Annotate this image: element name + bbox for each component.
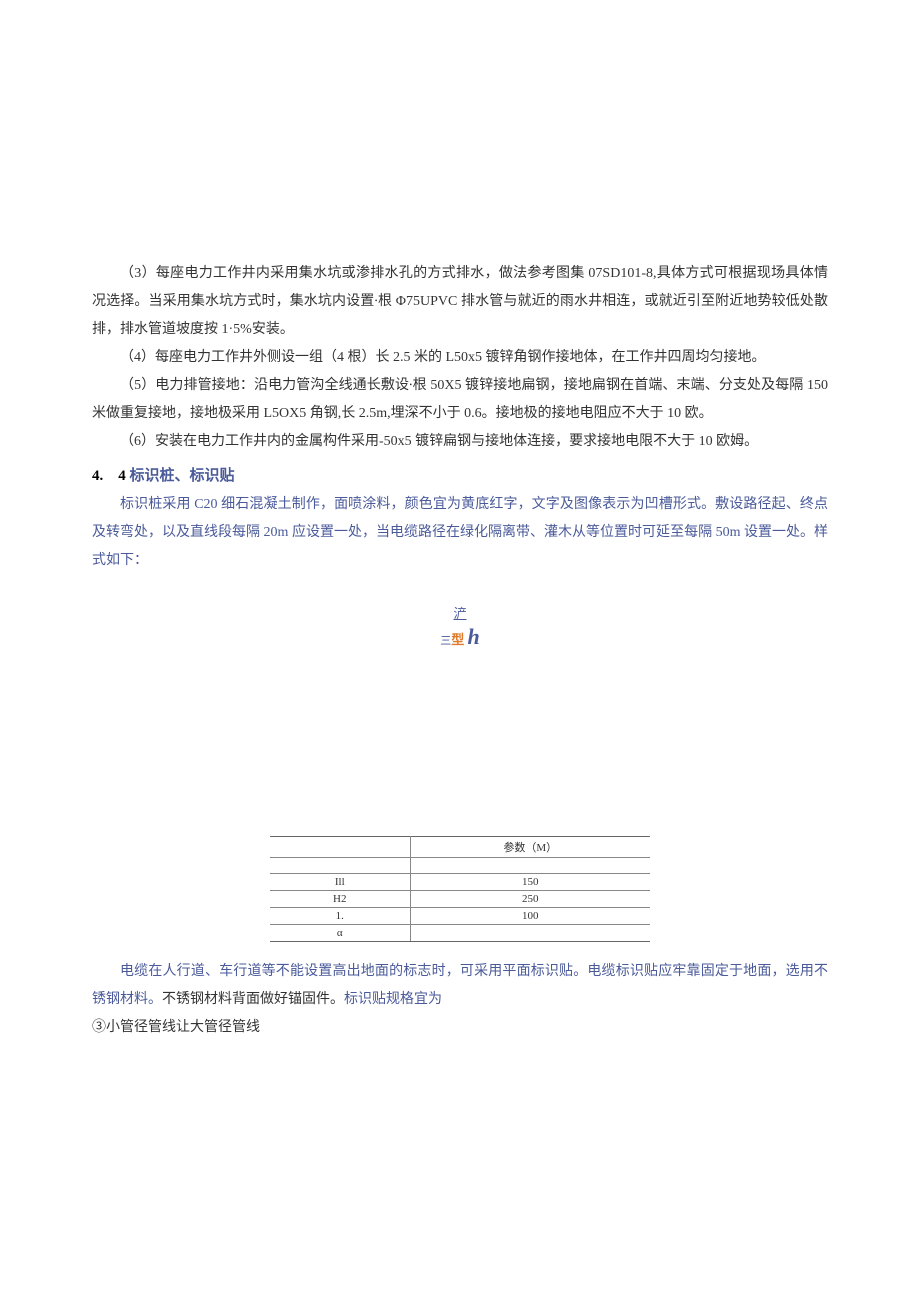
cell-label: Ill (270, 874, 410, 891)
paragraph-6: （6）安装在电力工作井内的金属构件采用-50x5 镀锌扁钢与接地体连接，要求接地… (92, 428, 828, 456)
section-title-text: 标识桩、标识贴 (130, 468, 235, 484)
table-row: Ill 150 (270, 874, 650, 891)
cell-label: α (270, 925, 410, 942)
blue-paragraph-1: 标识桩采用 C20 细石混凝土制作，面喷涂料，颜色宜为黄底红字，文字及图像表示为… (92, 491, 828, 575)
figure-spacer (92, 666, 828, 836)
figure-marker-diagram: 浐 三型 h (92, 603, 828, 650)
circled-item-3: ③小管径管线让大管径管线 (92, 1014, 828, 1042)
figure-top-char: 浐 (92, 603, 828, 622)
cell-value (410, 858, 650, 874)
table-row (270, 858, 650, 874)
cell-value (410, 925, 650, 942)
table-row: α (270, 925, 650, 942)
parameter-table: 参数（M） Ill 150 H2 250 1. 100 α (270, 836, 650, 942)
section-heading-4-4: 4. 4 标识桩、标识贴 (92, 464, 828, 485)
cell-label: H2 (270, 891, 410, 908)
paragraph-3: （3）每座电力工作井内采用集水坑或渗排水孔的方式排水，做法参考图集 07SD10… (92, 260, 828, 344)
cell-value: 100 (410, 908, 650, 925)
header-cell-value: 参数（M） (410, 837, 650, 858)
blue-span-c: 标识贴规格宜为 (344, 992, 442, 1007)
cell-label (270, 858, 410, 874)
table-row: 1. 100 (270, 908, 650, 925)
cell-value: 150 (410, 874, 650, 891)
header-cell-label (270, 837, 410, 858)
table-row: H2 250 (270, 891, 650, 908)
figure-bottom-line: 三型 h (92, 624, 828, 650)
figure-san: 三 (440, 635, 451, 647)
paragraph-4: （4）每座电力工作井外侧设一组（4 根）长 2.5 米的 L50x5 镀锌角钢作… (92, 344, 828, 372)
cell-value: 250 (410, 891, 650, 908)
cell-label: 1. (270, 908, 410, 925)
section-number: 4. 4 (92, 468, 126, 484)
paragraph-5: （5）电力排管接地：沿电力管沟全线通长敷设∙根 50X5 镀锌接地扁钢，接地扁钢… (92, 372, 828, 428)
blue-paragraph-2: 电缆在人行道、车行道等不能设置高出地面的标志时，可采用平面标识贴。电缆标识贴应牢… (92, 958, 828, 1014)
figure-h-symbol: h (468, 624, 480, 649)
black-span-b: 不锈钢材料背面做好锚固件。 (162, 992, 344, 1007)
table-header-row: 参数（M） (270, 837, 650, 858)
figure-xing: 型 (451, 632, 464, 647)
